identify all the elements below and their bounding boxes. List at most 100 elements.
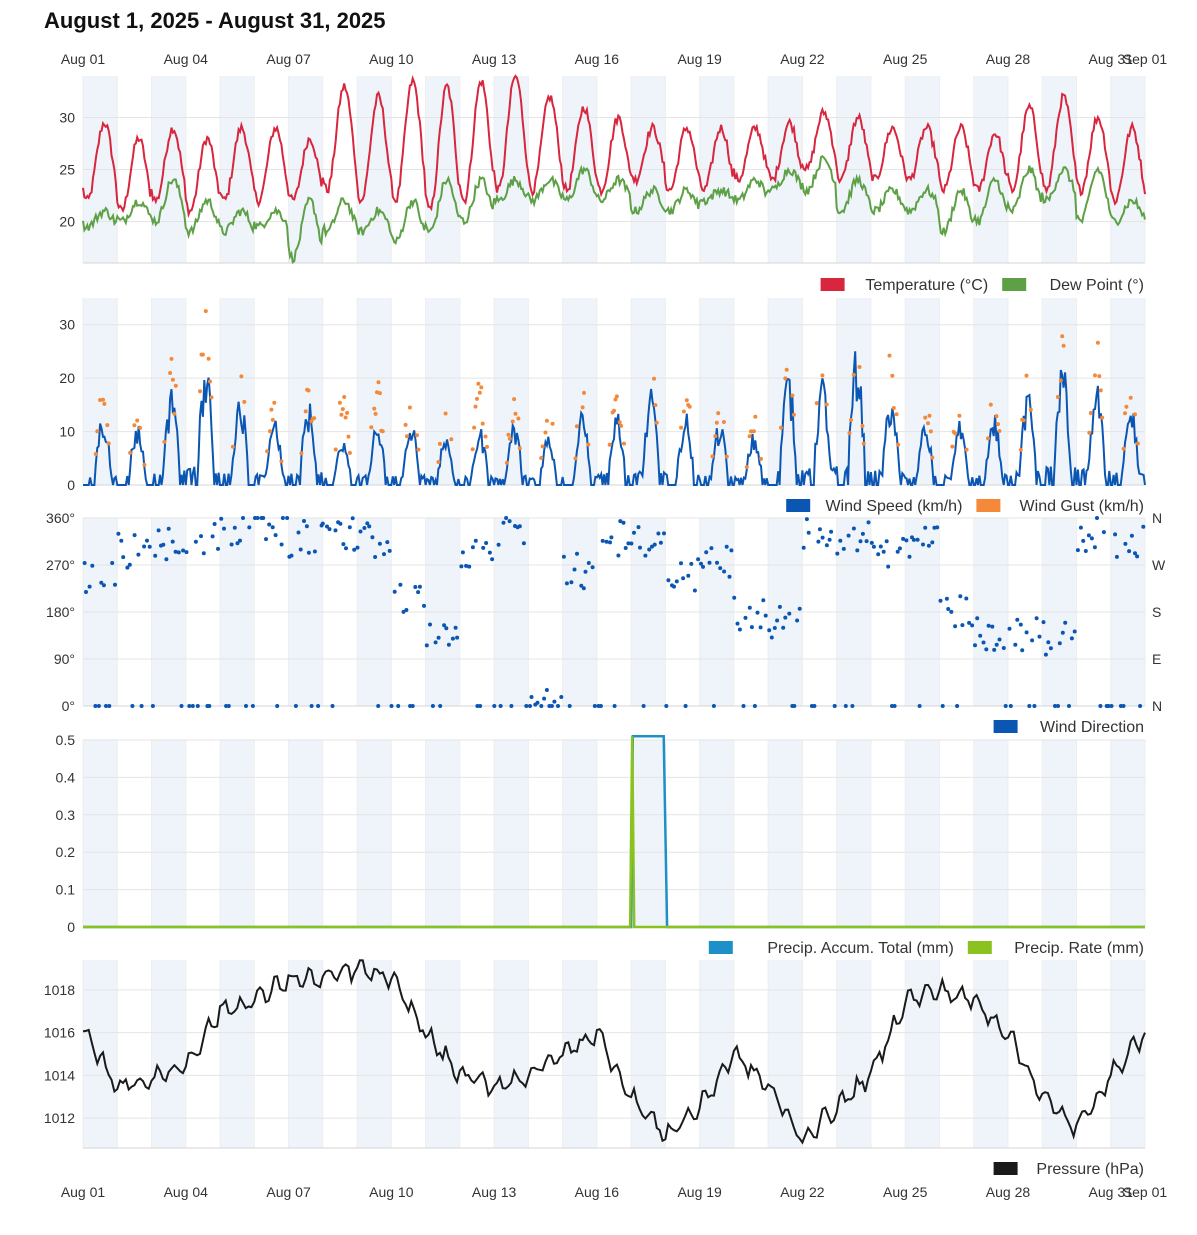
wind-direction-point [170,539,175,544]
wind-direction-point [161,542,166,547]
wind-direction-point [616,553,621,558]
wind-gust-point [303,409,308,414]
wind-direction-point [970,623,975,628]
day-band [425,960,460,1148]
wind-direction-point [119,538,124,543]
wind-direction-point [110,561,115,565]
wind-direction-point [1109,704,1114,708]
wind-direction-point [722,569,727,574]
wind-gust-point [380,429,385,434]
y-tick-label-right: E [1152,651,1161,667]
wind-gust-point [1024,373,1029,378]
wind-direction-point [333,528,338,533]
wind-direction-point [150,704,155,708]
wind-direction-point [683,704,688,708]
wind-direction-point [556,704,560,708]
y-tick-label-right: N [1152,698,1162,714]
wind-direction-point [940,704,945,708]
wind-gust-point [652,376,656,381]
wind-direction-point [878,544,883,549]
wind-gust-point [105,423,110,428]
wind-gust-point [1128,395,1133,400]
wind-gust-point [953,431,958,436]
wind-direction-point [921,542,925,547]
wind-direction-point [521,541,526,546]
chart-dir: 0° 90° 180° 270° 360° N E S W N Wind Direction [46,510,1166,736]
wind-direction-point [229,542,234,547]
wind-direction-point [797,606,802,611]
wind-direction-point [581,586,586,591]
chart-precip: 0 0.1 0.2 0.3 0.4 0.5 Precip. Rate (mm) Precip.… [56,732,1146,957]
legend-swatch [976,499,1001,512]
wind-direction-point [904,538,909,543]
y-tick-label: 1016 [44,1025,75,1041]
wind-direction-point [643,553,648,558]
wind-gust-point [128,450,133,455]
wind-direction-point [535,700,540,705]
wind-direction-point [422,603,426,608]
wind-gust-point [162,440,167,444]
wind-direction-point [1024,630,1029,635]
wind-direction-point [806,530,811,535]
wind-direction-point [838,538,843,543]
wind-direction-point [99,580,104,585]
wind-gust-point [376,380,381,385]
wind-direction-point [1101,530,1106,535]
wind-direction-point [699,561,703,566]
wind-direction-point [524,704,529,708]
wind-direction-point [430,704,435,708]
wind-direction-point [727,574,732,579]
wind-gust-point [586,442,591,447]
wind-gust-point [710,454,715,459]
wind-direction-point [897,546,902,551]
day-band [288,298,323,485]
wind-direction-point [732,595,737,600]
wind-direction-point [436,635,441,640]
wind-direction-point [222,526,226,531]
wind-direction-point [886,564,891,569]
wind-direction-point [382,552,386,557]
legend-swatch [708,941,733,954]
wind-gust-point [312,416,317,421]
x-tick-top: Aug 13 [472,51,517,67]
wind-direction-point [433,640,438,645]
wind-direction-point [997,637,1002,642]
day-band [631,960,666,1148]
wind-gust-point [206,356,211,361]
wind-direction-point [767,628,772,633]
wind-direction-point [737,627,742,632]
wind-gust-point [373,411,378,416]
wind-gust-point [779,425,783,430]
wind-gust-point [377,391,382,396]
wind-direction-point [564,581,569,586]
wind-direction-point [166,526,171,531]
wind-direction-point [775,618,780,623]
day-band [220,960,255,1148]
wind-direction-point [341,542,346,547]
wind-direction-point [741,704,746,708]
wind-direction-point [244,704,248,708]
wind-gust-point [173,383,178,388]
x-tick-bottom: Aug 04 [164,1184,209,1200]
wind-direction-point [656,531,661,536]
wind-gust-point [550,421,555,426]
x-tick-top: Aug 25 [883,51,928,67]
wind-gust-point [306,388,311,393]
wind-direction-point [309,704,314,708]
wind-gust-point [407,405,412,410]
x-tick-top: Aug 31 [1089,51,1134,67]
wind-direction-point [453,625,458,630]
wind-direction-point [629,541,634,546]
wind-gust-point [1061,343,1066,348]
wind-direction-point [316,704,321,708]
wind-gust-point [721,420,726,424]
wind-gust-point [612,408,616,413]
x-tick-bottom: Sep 01 [1123,1184,1168,1200]
wind-direction-point [787,611,792,616]
wind-gust-point [170,377,175,382]
wind-gust-point [684,398,689,403]
wind-direction-point [608,540,612,545]
wind-direction-point [517,524,522,529]
wind-gust-point [957,413,962,418]
wind-direction-point [632,530,636,535]
